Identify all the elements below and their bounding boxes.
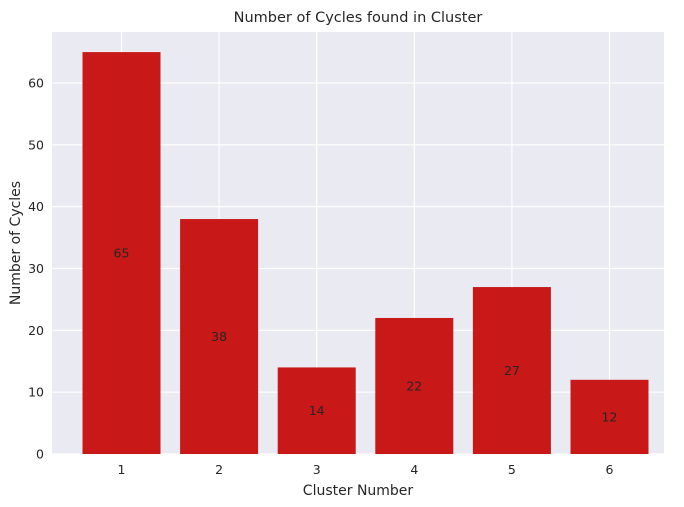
x-tick-label: 2 [215, 462, 223, 477]
chart-title: Number of Cycles found in Cluster [234, 10, 483, 26]
y-tick-label: 60 [28, 76, 44, 91]
y-axis-ticks: 0 10 20 30 40 50 60 [28, 76, 44, 462]
bar-cluster-6 [570, 379, 649, 454]
y-tick-label: 0 [36, 447, 44, 462]
x-tick-label: 4 [410, 462, 418, 477]
data-label: 12 [602, 409, 618, 424]
bar-cluster-1 [82, 52, 161, 454]
x-tick-label: 5 [508, 462, 516, 477]
x-axis-ticks: 1 2 3 4 5 6 [118, 462, 614, 477]
y-tick-label: 10 [28, 385, 44, 400]
data-label: 14 [309, 403, 325, 418]
bar-cluster-4 [375, 317, 454, 454]
data-label: 38 [211, 329, 227, 344]
bar-cluster-5 [472, 287, 551, 454]
y-tick-label: 20 [28, 323, 44, 338]
bars [82, 52, 649, 454]
data-labels: 65 38 14 22 27 12 [114, 246, 618, 425]
y-axis-label: Number of Cycles [8, 181, 24, 305]
data-label: 22 [406, 378, 422, 393]
bar-cluster-2 [180, 219, 259, 454]
y-tick-label: 40 [28, 199, 44, 214]
x-tick-label: 3 [313, 462, 321, 477]
y-tick-label: 50 [28, 137, 44, 152]
x-tick-label: 1 [118, 462, 126, 477]
data-label: 27 [504, 363, 520, 378]
data-label: 65 [114, 246, 130, 261]
bar-cluster-3 [277, 367, 356, 454]
y-tick-label: 30 [28, 261, 44, 276]
x-axis-label: Cluster Number [303, 483, 414, 499]
x-tick-label: 6 [606, 462, 614, 477]
